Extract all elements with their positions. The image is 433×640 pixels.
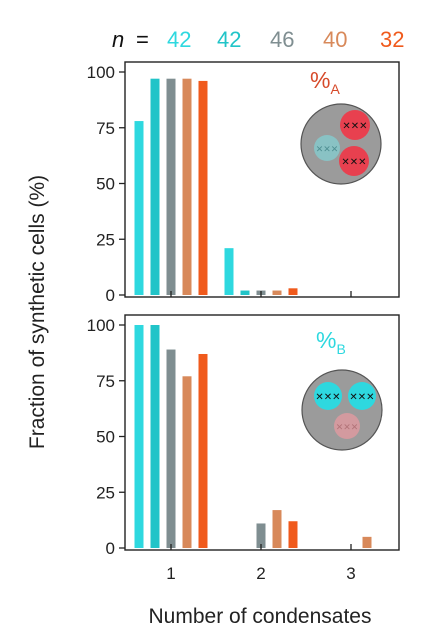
inset-b-label-main: % xyxy=(316,327,336,353)
panel-b-ytick-label: 0 xyxy=(106,539,115,558)
inset-a-label: %A xyxy=(310,67,340,97)
panel-b-bar xyxy=(182,376,192,548)
panel-a-bar xyxy=(240,290,250,295)
n-equals: = xyxy=(136,27,149,52)
panel-b-xtick-label: 2 xyxy=(256,564,265,583)
y-axis-title: Fraction of synthetic cells (%) xyxy=(26,175,49,449)
panel-b-bar xyxy=(288,521,298,548)
panel-a-y-ticks: 0 25 50 75 100 xyxy=(87,63,125,305)
svg-text:✕✕✕: ✕✕✕ xyxy=(336,423,359,433)
panel-a-bar xyxy=(150,78,160,295)
panel-b-ytick-label: 100 xyxy=(87,316,115,335)
panel-b-x-ticks: 1 2 3 xyxy=(166,564,355,583)
panel-b-xtick-label: 1 xyxy=(166,564,175,583)
cell-cyan-condensates-icon: ✕✕✕ ✕✕✕ ✕✕✕ xyxy=(301,369,383,451)
panel-a-bars xyxy=(134,78,352,297)
panel-b-bar xyxy=(198,353,208,548)
x-axis-title: Number of condensates xyxy=(149,605,372,628)
panel-b-ytick-label: 75 xyxy=(96,372,115,391)
svg-text:✕✕✕: ✕✕✕ xyxy=(349,392,374,403)
svg-text:✕✕✕: ✕✕✕ xyxy=(315,392,340,403)
panel-a-bar xyxy=(224,248,234,295)
panel-a-bar xyxy=(272,290,282,295)
panel-a-bar xyxy=(198,80,208,295)
panel-b-bars xyxy=(134,325,372,550)
panel-a-bar xyxy=(166,78,176,295)
panel-a-frame xyxy=(124,61,400,298)
panel-b-ytick-label: 50 xyxy=(96,428,115,447)
inset-a-label-main: % xyxy=(310,67,330,93)
panel-b-bar xyxy=(166,349,176,548)
panel-b-bar xyxy=(272,510,282,548)
panel-b-xtick-label: 3 xyxy=(346,564,355,583)
inset-a-label-sub: A xyxy=(330,81,340,97)
n-count-4: 40 xyxy=(323,27,347,52)
inset-a: %A ✕✕✕ ✕✕✕ ✕✕✕ xyxy=(300,67,382,185)
svg-text:✕✕✕: ✕✕✕ xyxy=(341,157,366,168)
n-symbol: n xyxy=(112,27,124,52)
panel-a-ytick-label: 25 xyxy=(96,230,115,249)
panel-b: 0 25 50 75 100 1 2 3 %B ✕✕✕ ✕✕✕ ✕✕✕ xyxy=(87,314,400,583)
n-count-5: 32 xyxy=(380,27,404,52)
n-count-3: 46 xyxy=(270,27,294,52)
panel-b-y-ticks: 0 25 50 75 100 xyxy=(87,316,125,558)
panel-b-bar xyxy=(150,325,160,548)
panel-b-frame xyxy=(124,314,400,551)
inset-b-label-sub: B xyxy=(336,341,345,357)
panel-a-bar xyxy=(182,78,192,295)
panel-b-bar xyxy=(362,536,372,548)
panel-a-ytick-label: 100 xyxy=(87,63,115,82)
panel-a-bar xyxy=(134,121,144,295)
panel-a-ytick-label: 75 xyxy=(96,119,115,138)
panel-a-bar xyxy=(288,288,298,295)
panel-b-bar xyxy=(134,325,144,548)
panel-b-bar xyxy=(256,523,266,548)
n-count-2: 42 xyxy=(217,27,241,52)
inset-b: %B ✕✕✕ ✕✕✕ ✕✕✕ xyxy=(301,327,383,451)
inset-b-label: %B xyxy=(316,327,346,357)
svg-text:✕✕✕: ✕✕✕ xyxy=(316,145,339,155)
sample-size-header: n = 42 42 46 40 32 xyxy=(112,27,404,52)
cell-red-condensates-icon: ✕✕✕ ✕✕✕ ✕✕✕ xyxy=(300,103,382,185)
panel-a: 0 25 50 75 100 %A ✕✕✕ ✕✕✕ ✕✕✕ xyxy=(87,61,400,305)
panel-b-ytick-label: 25 xyxy=(96,483,115,502)
n-count-1: 42 xyxy=(167,27,191,52)
svg-text:✕✕✕: ✕✕✕ xyxy=(342,121,367,132)
panel-a-ytick-label: 50 xyxy=(96,175,115,194)
panel-a-ytick-label: 0 xyxy=(106,286,115,305)
